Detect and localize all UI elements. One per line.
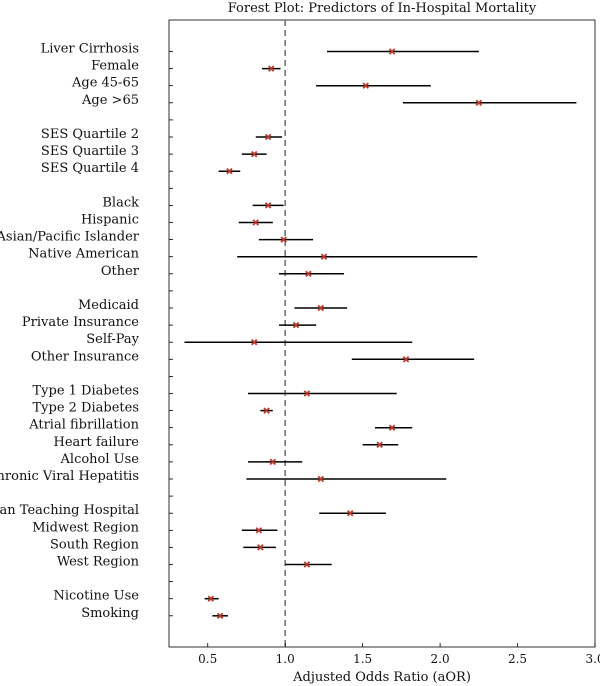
row-label: Heart failure	[53, 435, 139, 450]
odds-ratio-marker	[264, 133, 272, 141]
row-label: Female	[91, 59, 139, 74]
row-label: Hispanic	[81, 213, 139, 228]
x-tick-label: 2.0	[431, 652, 450, 666]
row-label: Native American	[28, 247, 139, 262]
row-label: SES Quartile 2	[41, 127, 139, 142]
row-label: Liver Cirrhosis	[41, 42, 139, 57]
odds-ratio-marker	[250, 150, 258, 158]
x-tick-label: 1.0	[276, 652, 295, 666]
row-label: SES Quartile 4	[41, 161, 139, 176]
odds-ratio-marker	[317, 475, 325, 483]
row-label: Other Insurance	[31, 349, 139, 364]
odds-ratio-marker	[320, 253, 328, 260]
row-label: Medicaid	[78, 298, 139, 313]
odds-ratio-marker	[475, 99, 483, 107]
row-label: Smoking	[81, 606, 139, 621]
plot-body: Liver Cirrhosis Female Age 45-65 Age >65 SES…	[0, 20, 600, 666]
row-label: Nicotine Use	[53, 589, 139, 604]
odds-ratio-marker	[207, 595, 215, 602]
odds-ratio-marker	[305, 270, 312, 278]
odds-ratio-marker	[268, 65, 275, 72]
odds-ratio-marker	[226, 167, 233, 175]
row-label: Urban Teaching Hospital	[0, 503, 139, 518]
odds-ratio-marker	[255, 527, 263, 534]
odds-ratio-marker	[264, 202, 272, 209]
odds-ratio-marker	[250, 338, 258, 346]
row-label: Age >65	[81, 93, 139, 108]
chart-title: Forest Plot: Predictors of In-Hospital M…	[228, 1, 537, 16]
odds-ratio-marker	[376, 441, 383, 449]
x-tick-label: 0.5	[198, 652, 217, 666]
odds-ratio-marker	[292, 321, 300, 329]
odds-ratio-marker	[257, 544, 264, 551]
row-label: Self-Pay	[86, 332, 139, 347]
row-label: Other	[101, 264, 140, 279]
odds-ratio-marker	[303, 390, 311, 397]
odds-ratio-marker	[263, 407, 270, 414]
row-label: Black	[102, 195, 139, 210]
odds-ratio-marker	[269, 458, 277, 466]
row-label: Type 1 Diabetes	[32, 384, 139, 399]
odds-ratio-marker	[252, 219, 259, 226]
row-label: Chronic Viral Hepatitis	[0, 469, 139, 484]
row-label: Age 45-65	[71, 76, 139, 91]
row-label: Atrial fibrillation	[28, 418, 139, 433]
odds-ratio-marker	[280, 236, 287, 243]
x-tick-label: 3.0	[585, 652, 600, 666]
odds-ratio-marker	[402, 356, 410, 363]
row-label: South Region	[50, 537, 140, 552]
odds-ratio-marker	[317, 304, 325, 312]
x-tick-label: 1.5	[353, 652, 372, 666]
row-label: Asian/Pacific Islander	[0, 230, 140, 245]
row-label: Type 2 Diabetes	[32, 401, 139, 416]
odds-ratio-marker	[303, 561, 311, 568]
row-label: West Region	[57, 555, 140, 570]
odds-ratio-marker	[347, 509, 354, 517]
row-label: Midwest Region	[32, 520, 139, 535]
odds-ratio-marker	[388, 424, 396, 431]
x-tick-label: 2.5	[508, 652, 527, 666]
odds-ratio-marker	[216, 612, 224, 620]
odds-ratio-marker	[388, 48, 396, 55]
row-label: SES Quartile 3	[41, 144, 139, 159]
x-axis-label: Adjusted Odds Ratio (aOR)	[292, 670, 471, 685]
plot-frame	[168, 19, 596, 648]
row-label: Alcohol Use	[60, 452, 140, 467]
odds-ratio-marker	[362, 82, 369, 89]
row-label: Private Insurance	[22, 315, 139, 330]
